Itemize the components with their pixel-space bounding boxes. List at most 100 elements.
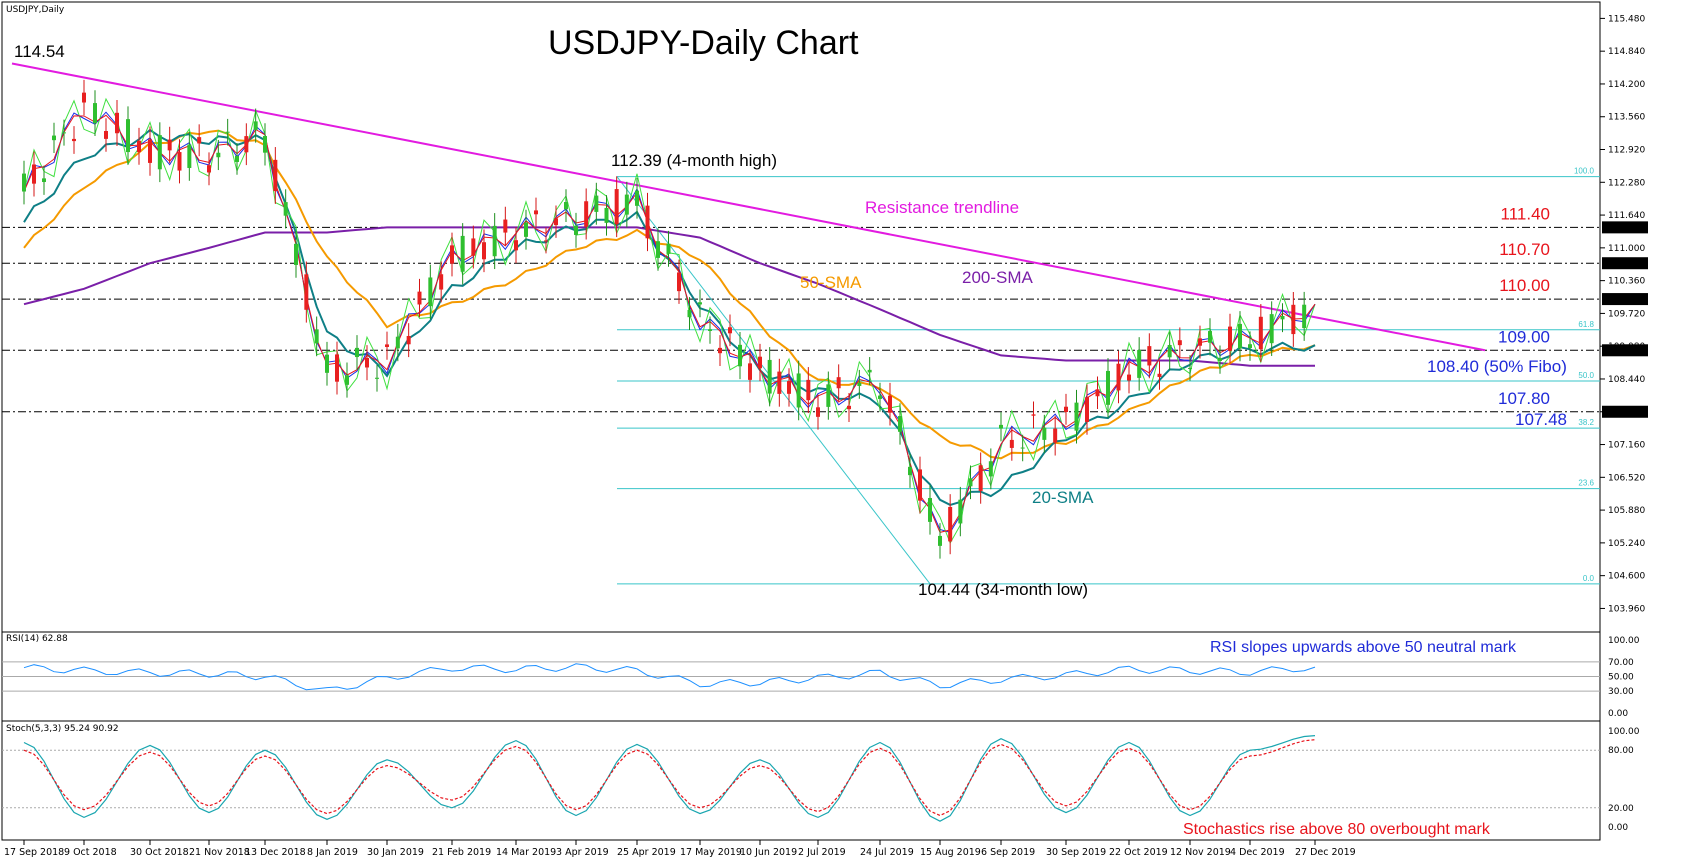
candle-body — [482, 242, 486, 260]
candle-body — [1009, 439, 1014, 448]
price-tag-label: 110.700 — [1605, 260, 1642, 270]
level-label: 111.40 — [1501, 204, 1550, 223]
y-tick-label: 111.640 — [1608, 211, 1645, 221]
candle-body — [253, 121, 258, 130]
x-tick-label: 8 Jan 2019 — [307, 847, 358, 858]
fibo-pct-label: 61.8 — [1578, 320, 1594, 329]
candle-body — [197, 137, 202, 144]
annotation-34-month-low: 104.44 (34-month low) — [918, 580, 1088, 599]
rsi-plot-area: 100.00 70.00 50.00 30.00 0.00 — [2, 636, 1640, 719]
candle-body — [1291, 304, 1296, 335]
resistance-trendline — [11, 62, 1486, 352]
x-tick-label: 13 Dec 2018 — [245, 847, 306, 858]
candle-body — [325, 354, 329, 373]
axes: 115.480 114.840 114.200 113.560 112.920 112.2… — [4, 14, 1648, 858]
candle-body — [1218, 358, 1222, 361]
candle-body — [1248, 344, 1252, 349]
annotation-107-48: 107.48 — [1515, 410, 1567, 429]
candle-body — [867, 369, 872, 373]
candle-body — [1188, 367, 1192, 369]
candle-body — [385, 344, 389, 348]
candle-body — [115, 112, 119, 134]
candle-body — [594, 195, 599, 212]
annotation-high-2018: 114.54 — [14, 42, 65, 61]
candle-body — [748, 363, 752, 380]
price-tag — [1602, 221, 1648, 234]
fibo-pct-label: 38.2 — [1578, 418, 1594, 427]
candle-body — [826, 384, 831, 407]
candle-body — [928, 498, 932, 522]
candle-body — [836, 377, 841, 389]
candle-body — [263, 136, 267, 153]
level-label: 110.00 — [1499, 276, 1550, 295]
candle-body — [1020, 447, 1025, 449]
candle-body — [604, 207, 609, 223]
candle-body — [244, 136, 249, 153]
candle-body — [283, 202, 288, 216]
fibo-pct-label: 100.0 — [1574, 167, 1595, 176]
price-tag-label: 109.000 — [1605, 347, 1642, 357]
tenkan-line — [23, 114, 1316, 533]
candle-body — [908, 466, 912, 476]
y-tick-label: 114.200 — [1608, 80, 1645, 90]
candle-body — [1031, 414, 1036, 416]
candle-body — [1157, 373, 1162, 377]
candle-body — [1177, 340, 1182, 346]
candle-body — [1302, 304, 1307, 329]
candle-body — [225, 131, 230, 133]
candle-body — [1053, 428, 1058, 443]
candle-body — [207, 165, 211, 173]
candle-body — [677, 272, 681, 292]
candle-body — [294, 243, 298, 265]
candle-body — [948, 506, 953, 542]
candle-body — [816, 407, 820, 417]
y-tick-label: 103.960 — [1608, 604, 1645, 614]
stoch-tick-label: 80.00 — [1608, 746, 1634, 756]
candle-body — [82, 92, 86, 103]
x-tick-label: 3 Apr 2019 — [556, 847, 609, 858]
candle-body — [1116, 363, 1121, 391]
candle-body — [666, 243, 671, 254]
chart-title: USDJPY-Daily Chart — [548, 24, 859, 62]
candle-body — [1085, 397, 1089, 422]
candle-body — [1042, 427, 1047, 440]
candle-body — [216, 152, 221, 158]
rsi-annotation: RSI slopes upwards above 50 neutral mark — [1210, 639, 1517, 656]
candle-body — [335, 354, 339, 382]
price-tag — [1602, 344, 1648, 357]
candle-body — [1095, 389, 1100, 397]
x-tick-label: 17 Sep 2018 — [4, 847, 64, 858]
candle-body — [847, 405, 851, 410]
candle-body — [645, 205, 650, 239]
candle-body — [857, 382, 862, 386]
rsi-tick-label: 70.00 — [1608, 658, 1634, 668]
y-tick-label: 105.880 — [1608, 506, 1645, 516]
candle-body — [1280, 315, 1285, 320]
stoch-k-line — [23, 735, 1316, 822]
candle-body — [614, 189, 619, 225]
price-tag-label: 110.000 — [1605, 296, 1642, 306]
candle-body — [345, 375, 349, 385]
candle-body — [1106, 370, 1110, 405]
x-tick-label: 25 Apr 2019 — [617, 847, 676, 858]
candle-body — [708, 329, 712, 331]
candle-body — [355, 347, 359, 358]
candle-body — [918, 469, 922, 501]
candle-body — [698, 302, 702, 305]
candle-body — [758, 356, 762, 369]
candle-body — [1167, 345, 1172, 358]
fibo-diagonal — [616, 176, 931, 585]
stoch-label: Stoch(5,3,3) 95.24 90.92 — [6, 724, 119, 734]
annotation-20-sma: 20-SMA — [1032, 488, 1094, 507]
annotation-50-sma: 50-SMA — [800, 273, 862, 292]
rsi-tick-label: 50.00 — [1608, 673, 1634, 683]
annotation-200-sma: 200-SMA — [962, 268, 1034, 287]
candle-body — [104, 131, 108, 139]
x-tick-label: 24 Jul 2019 — [860, 847, 914, 858]
candle-body — [32, 164, 36, 184]
candle-body — [978, 465, 983, 491]
x-tick-label: 22 Oct 2019 — [1109, 847, 1168, 858]
y-tick-label: 113.560 — [1608, 113, 1645, 123]
price-tag — [1602, 293, 1648, 306]
y-tick-label: 109.720 — [1608, 309, 1645, 319]
